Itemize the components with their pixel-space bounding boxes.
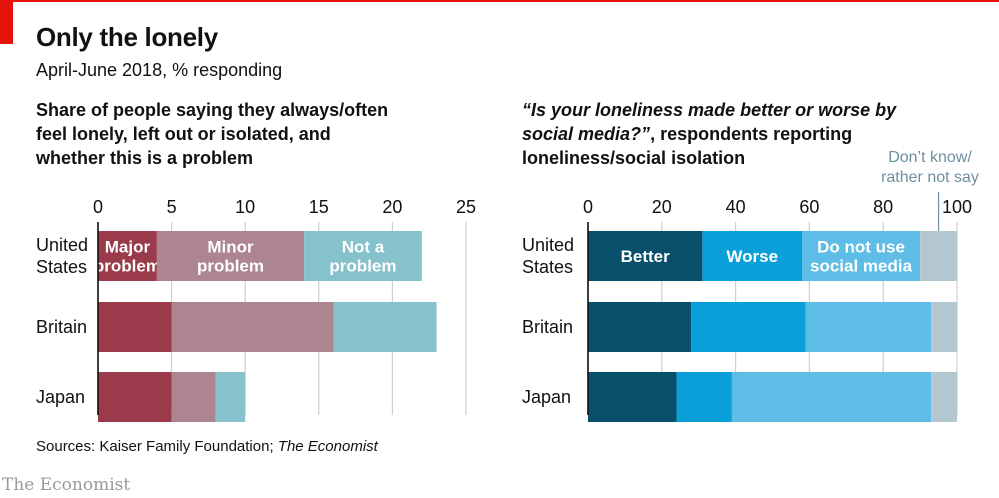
bar-segment (802, 231, 921, 281)
series-label: problem (197, 257, 264, 276)
bar-segment (98, 302, 172, 352)
bar-segment (333, 302, 437, 352)
x-tick-label: 60 (799, 197, 819, 217)
left-panel-title: Share of people saying they always/often… (36, 98, 388, 170)
bar-segment (676, 372, 732, 422)
category-label: Japan (36, 387, 85, 407)
brand-wordmark: The Economist (2, 475, 131, 495)
source-note: Sources: Kaiser Family Foundation; The E… (36, 438, 378, 455)
x-tick-label: 40 (726, 197, 746, 217)
category-label: Britain (522, 317, 573, 337)
bar-segment (156, 231, 305, 281)
dont-know-note-line: rather not say (881, 169, 979, 186)
top-rule (0, 0, 999, 2)
bar-segment (98, 231, 157, 281)
series-label: problem (94, 257, 161, 276)
dont-know-note: Don’t know/ rather not say (868, 148, 992, 188)
bar-segment (304, 231, 422, 281)
x-tick-label: 5 (167, 197, 177, 217)
series-label: problem (329, 257, 396, 276)
series-label: Better (621, 247, 671, 266)
source-text: Sources: Kaiser Family Foundation; (36, 438, 278, 455)
bar-segment (931, 372, 957, 422)
dont-know-note-line: Don’t know/ (888, 149, 972, 166)
x-tick-label: 15 (309, 197, 329, 217)
bar-segment (588, 231, 703, 281)
bar-segment (931, 302, 957, 352)
category-label: Britain (36, 317, 87, 337)
category-label: States (36, 257, 87, 277)
left-panel-title-line: whether this is a problem (36, 148, 254, 168)
bar-segment (731, 372, 932, 422)
series-label: Major (105, 238, 151, 257)
category-label: Japan (522, 387, 571, 407)
category-label: United (36, 235, 88, 255)
bar-segment (702, 231, 803, 281)
x-tick-label: 80 (873, 197, 893, 217)
chart-title: Only the lonely (36, 22, 218, 52)
bar-segment (920, 231, 957, 281)
x-tick-label: 20 (382, 197, 402, 217)
x-tick-label: 10 (235, 197, 255, 217)
right-panel-title-quote-end: social media?” (522, 124, 651, 144)
category-label: United (522, 235, 574, 255)
series-label: Not a (342, 238, 385, 257)
left-panel-title-line: Share of people saying they always/often (36, 100, 389, 120)
chart-subtitle: April-June 2018, % responding (36, 60, 283, 80)
category-label: States (522, 257, 573, 277)
right-panel-title: “Is your loneliness made better or worse… (522, 98, 896, 170)
bar-segment (588, 372, 677, 422)
bar-segment (691, 302, 806, 352)
series-label: Do not use (817, 238, 905, 257)
bar-segment (171, 302, 334, 352)
right-panel-title-rest: , respondents reporting (650, 124, 853, 144)
left-panel-title-line: feel lonely, left out or isolated, and (36, 124, 331, 144)
brand-red-tab (0, 0, 13, 44)
series-label: Worse (726, 247, 778, 266)
source-publication: The Economist (277, 438, 378, 455)
bar-segment (171, 372, 216, 422)
right-panel-title-line: loneliness/social isolation (522, 148, 746, 168)
right-panel-title-quote: “Is your loneliness made better or worse… (522, 100, 897, 120)
x-tick-label: 25 (456, 197, 476, 217)
x-tick-label: 100 (942, 197, 972, 217)
bar-segment (805, 302, 932, 352)
x-tick-label: 0 (583, 197, 593, 217)
x-tick-label: 0 (93, 197, 103, 217)
series-label: social media (810, 257, 913, 276)
bar-segment (215, 372, 246, 422)
x-tick-label: 20 (652, 197, 672, 217)
bar-segment (98, 372, 172, 422)
bar-segment (588, 302, 692, 352)
series-label: Minor (207, 238, 254, 257)
